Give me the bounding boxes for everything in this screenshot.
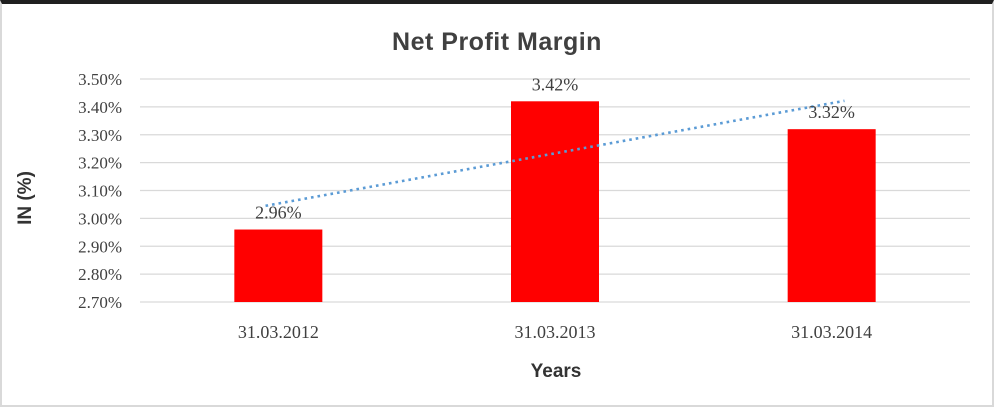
chart-title: Net Profit Margin [392,28,602,56]
bar-value-label: 2.96% [255,203,302,223]
bar-value-label: 3.42% [532,74,579,94]
bar [234,229,323,302]
x-tick-label: 31.03.2013 [515,322,596,342]
y-tick-label: 3.50% [78,70,122,89]
chart-plot-area: 2.70% 2.80% 2.90% 3.00% 3.10% 3.20% 3.30% 3.40%… [78,70,970,342]
y-tick-label: 3.40% [78,98,122,117]
x-tick-label: 31.03.2014 [791,322,872,342]
trendline [265,99,845,208]
y-tick-label: 3.10% [78,182,122,201]
y-tick-label: 2.90% [78,237,122,256]
x-tick-label: 31.03.2012 [238,322,319,342]
y-tick-label: 3.20% [78,154,122,173]
y-tick-label: 2.70% [78,293,122,312]
y-tick-label: 3.00% [78,209,122,228]
bar [787,129,876,302]
bar [511,101,599,302]
y-tick-label: 3.30% [78,126,122,145]
bar-value-label: 3.32% [808,102,855,122]
x-axis-title: Years [530,361,582,382]
y-tick-label: 2.80% [78,265,122,284]
